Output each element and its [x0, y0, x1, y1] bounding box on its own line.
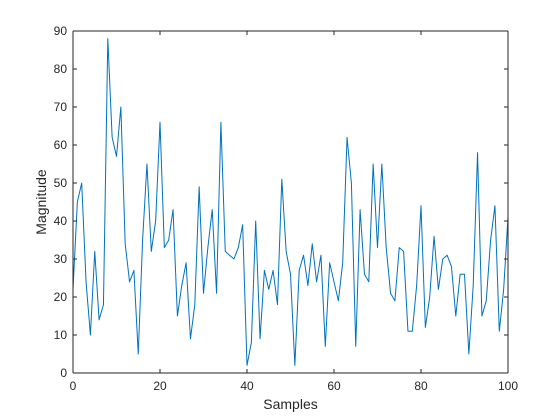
- x-tick-label: 80: [414, 379, 428, 393]
- series-line-1: [72, 38, 509, 366]
- axes-layer: [72, 30, 509, 374]
- y-tick-label: 30: [54, 252, 68, 266]
- y-tick-label: 50: [54, 176, 68, 190]
- plot-area-background: [73, 31, 508, 373]
- x-tick-label: 0: [70, 379, 77, 393]
- series-layer: [72, 38, 509, 366]
- ticks-layer: 0 20 40 60 80 100 0 10 20 30 40 50 60 70 80 90: [54, 24, 519, 393]
- y-tick-label: 70: [54, 100, 68, 114]
- y-tick-label: 80: [54, 62, 68, 76]
- x-axis-label: Samples: [263, 396, 317, 412]
- x-tick-label: 100: [498, 379, 518, 393]
- x-tick-label: 40: [240, 379, 254, 393]
- y-tick-label: 90: [54, 24, 68, 38]
- y-tick-label: 40: [54, 214, 68, 228]
- y-tick-label: 10: [54, 328, 68, 342]
- y-axis-label: Magnitude: [33, 169, 49, 235]
- x-tick-label: 20: [153, 379, 167, 393]
- y-tick-label: 0: [60, 366, 67, 380]
- y-tick-label: 60: [54, 138, 68, 152]
- x-tick-label: 60: [327, 379, 341, 393]
- y-tick-label: 20: [54, 290, 68, 304]
